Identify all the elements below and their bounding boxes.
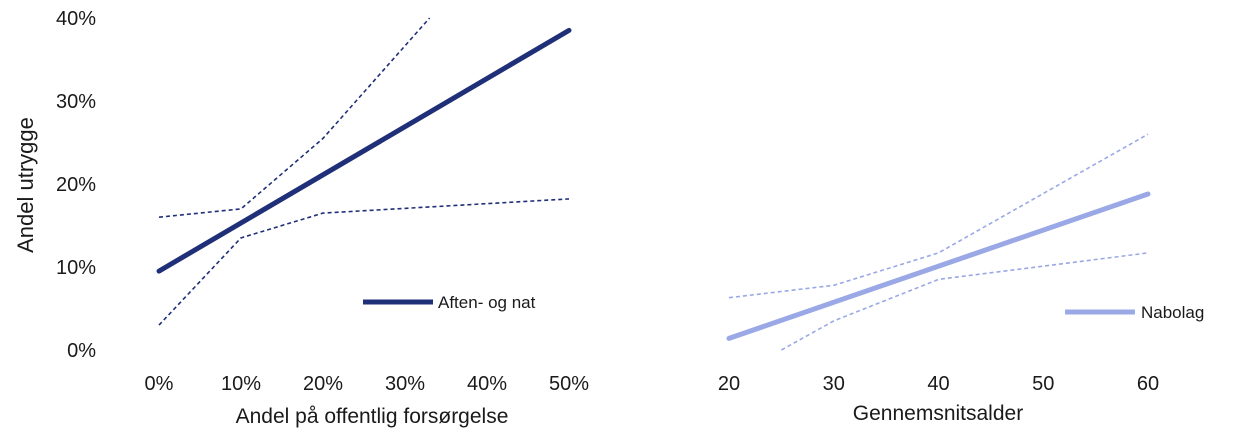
y-tick-label: 20% bbox=[56, 174, 96, 196]
y-tick-label: 10% bbox=[56, 257, 96, 279]
y-tick-label: 40% bbox=[56, 8, 96, 30]
series-line-upper-ci bbox=[728, 133, 1149, 299]
panel-left-chart: 0% 10% 20% 30% 40% 0% 10% 20% 30% 40% 50% Andel på … bbox=[13, 8, 589, 428]
series-line-lower-ci bbox=[781, 252, 1149, 351]
x-tick-label: 30 bbox=[823, 373, 845, 395]
x-tick-label: 0% bbox=[145, 373, 174, 395]
x-tick-label: 20% bbox=[303, 373, 343, 395]
panel-right-chart: 20 30 40 50 60 Gennemsnitsalder Nabolag bbox=[718, 133, 1204, 425]
y-tick-label: 0% bbox=[67, 340, 96, 362]
x-axis-label: Andel på offentlig forsørgelse bbox=[236, 405, 509, 428]
x-tick-label: 50% bbox=[549, 373, 589, 395]
series-line-upper-ci bbox=[158, 17, 431, 218]
x-tick-label: 10% bbox=[221, 373, 261, 395]
y-tick-label: 30% bbox=[56, 91, 96, 113]
legend-label: Aften- og nat bbox=[438, 293, 536, 312]
x-tick-label: 20 bbox=[718, 373, 740, 395]
x-axis-label: Gennemsnitsalder bbox=[853, 402, 1023, 425]
y-axis-label: Andel utrygge bbox=[13, 117, 38, 253]
x-tick-label: 40% bbox=[467, 373, 507, 395]
x-tick-label: 40 bbox=[927, 373, 949, 395]
series-line-lower-ci bbox=[158, 198, 570, 326]
series-line-estimate bbox=[726, 191, 1151, 341]
x-tick-label: 50 bbox=[1032, 373, 1054, 395]
legend-label: Nabolag bbox=[1141, 303, 1204, 322]
x-tick-label: 60 bbox=[1137, 373, 1159, 395]
x-tick-label: 30% bbox=[385, 373, 425, 395]
series-line-estimate bbox=[156, 27, 572, 274]
